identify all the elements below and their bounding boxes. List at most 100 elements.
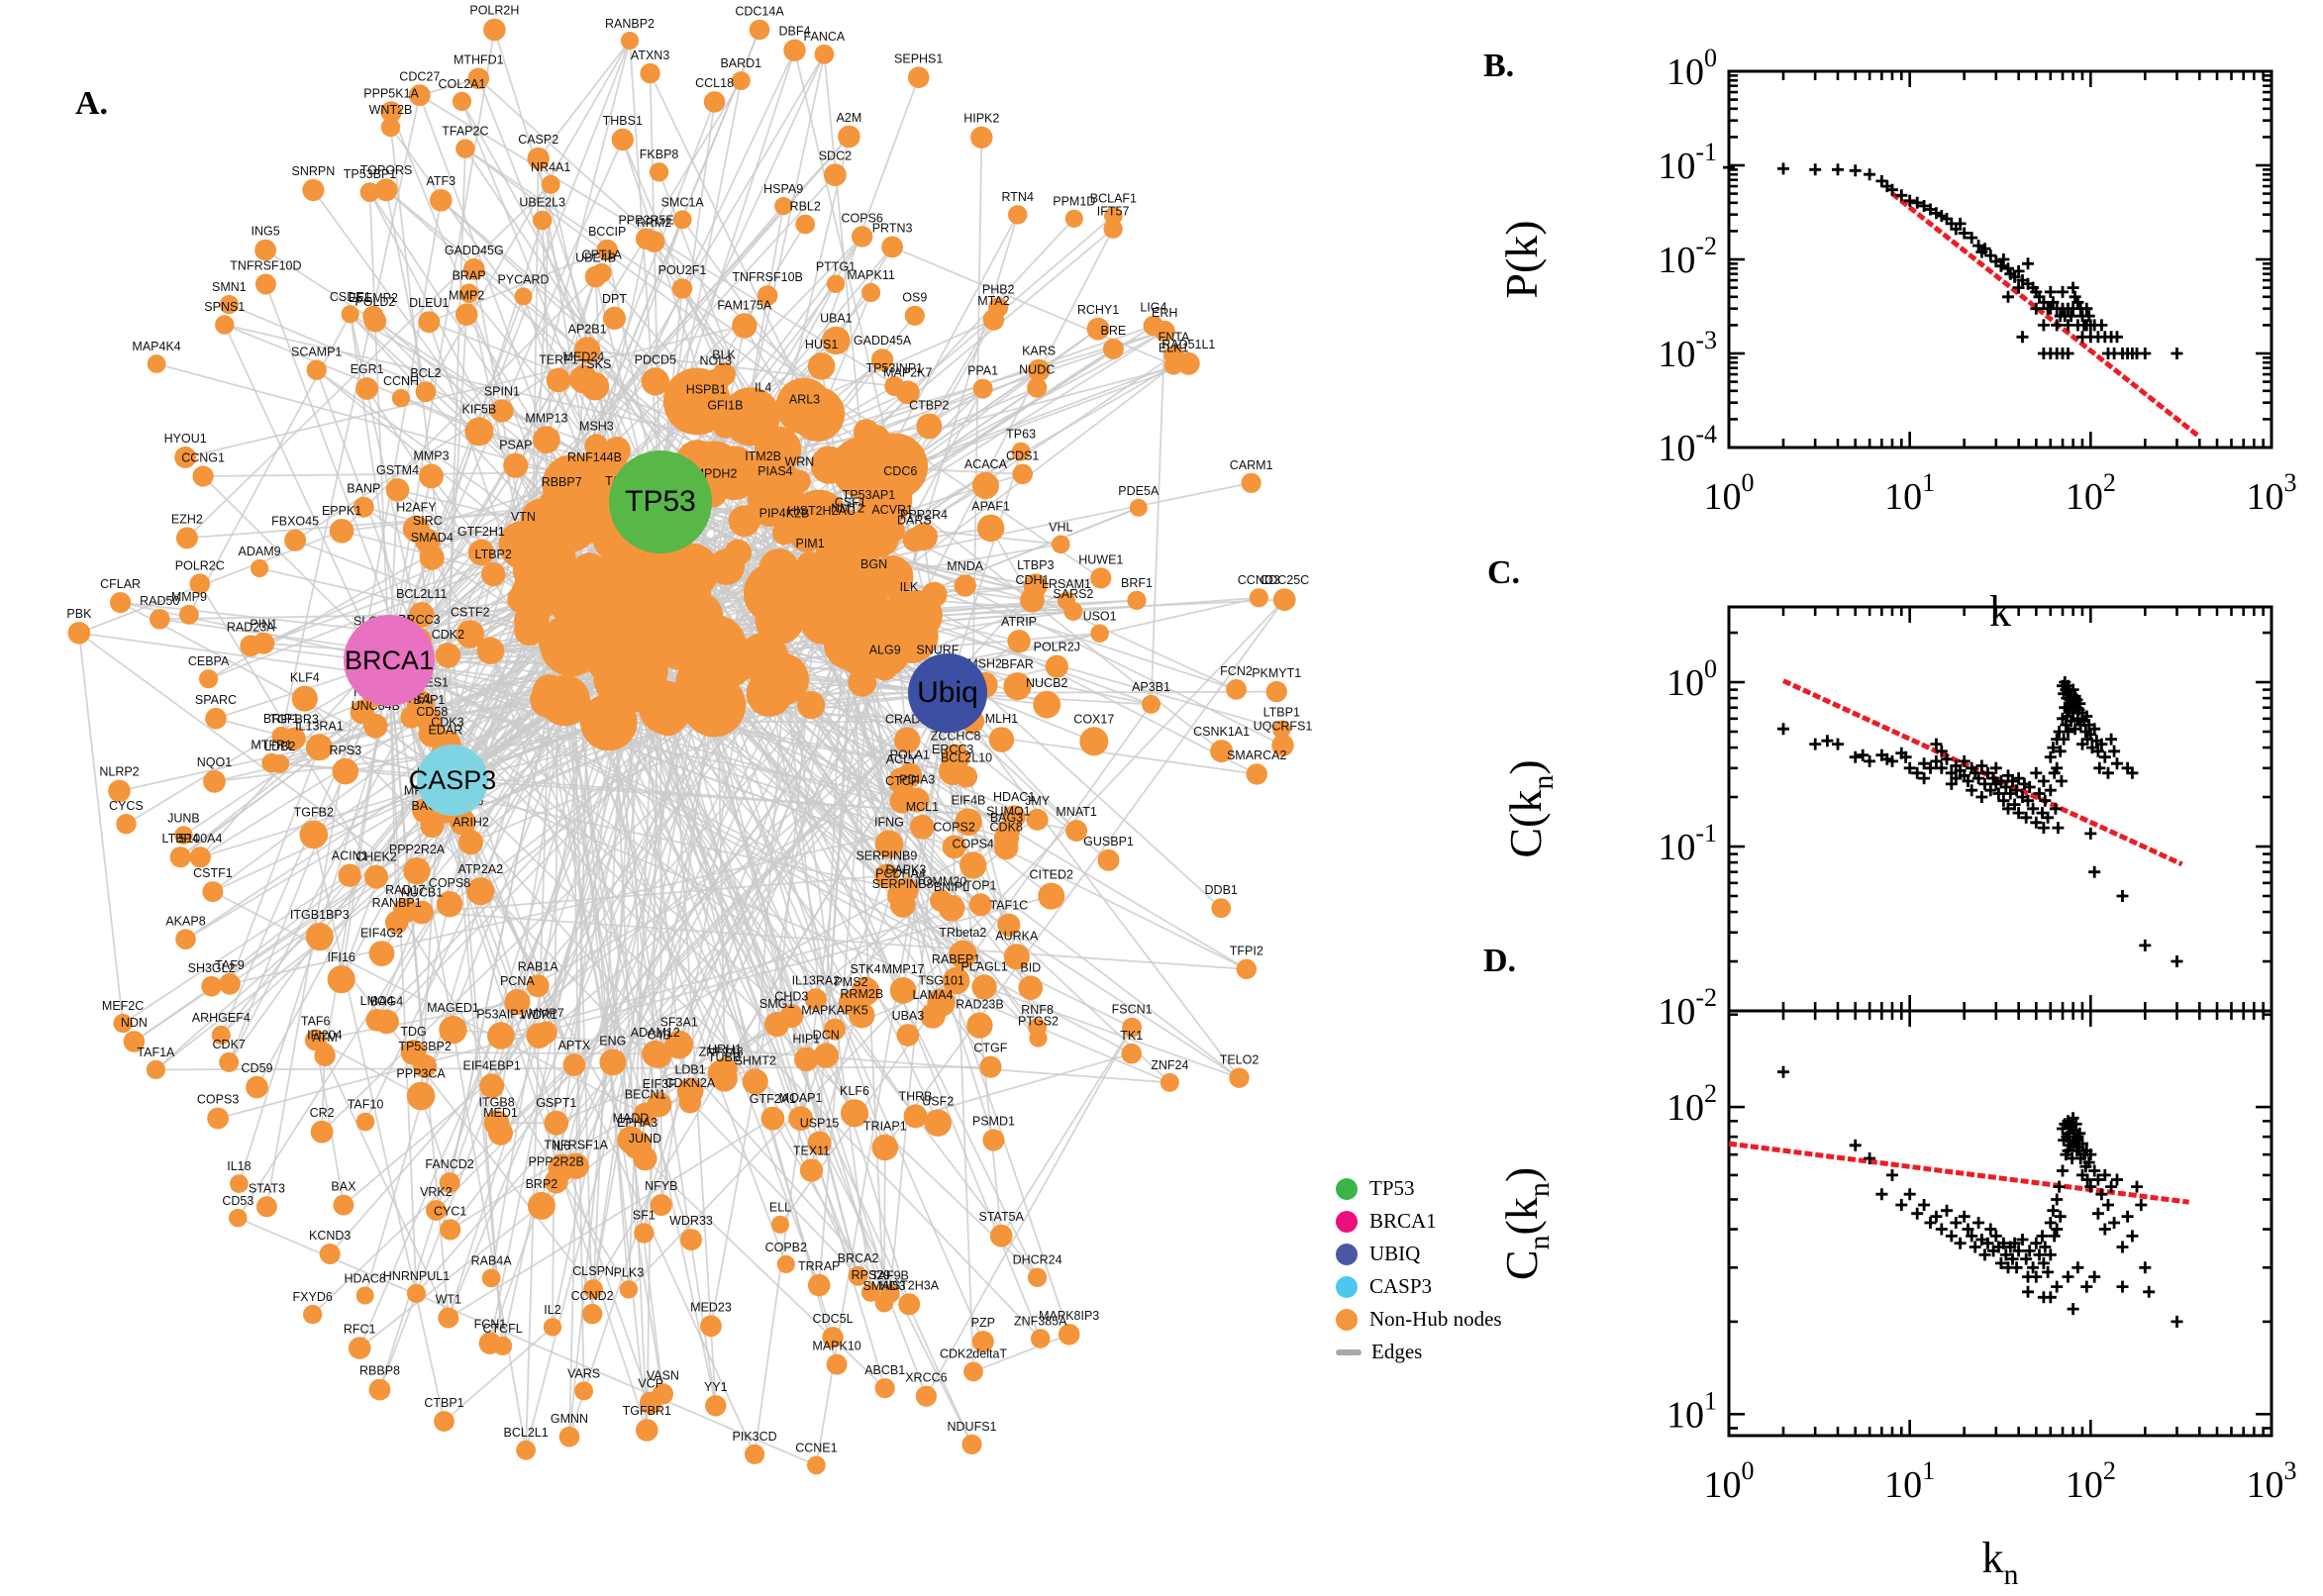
gene-label: PIP4K2B [759,506,810,520]
non-hub-node [589,637,639,686]
gene-label: SPARC [195,693,237,707]
non-hub-node [535,1021,557,1045]
non-hub-node [804,988,828,1011]
non-hub-node [403,857,431,885]
non-hub-node [1249,588,1268,608]
non-hub-node [406,1081,436,1111]
gene-label: PIAS4 [758,464,792,478]
gene-label: FCN1 [474,1317,507,1331]
non-hub-node [1007,630,1031,653]
gene-label: CCND3 [1238,573,1280,587]
non-hub-node [467,67,490,90]
gene-label: IL18 [227,1159,251,1173]
plot-frame [1727,1009,2273,1438]
axis-tick-label: 101 [1666,1386,1717,1436]
non-hub-node [527,1191,556,1220]
gene-label: PKMYT1 [1252,666,1301,680]
gene-label: CHEK2 [355,850,397,864]
axis-tick-label: 101 [1884,468,1935,518]
gene-label: SERPINB8 [872,877,934,891]
gene-label: USF2 [922,1095,954,1109]
gene-label: WNT2B [369,103,413,117]
gene-label: YY1 [704,1380,728,1394]
non-hub-node [1027,377,1048,398]
non-hub-node [860,425,891,454]
gene-label: GADD45G [445,244,504,257]
non-hub-node [870,349,894,371]
non-hub-node [960,851,987,879]
gene-label: FSCN1 [1112,1003,1153,1017]
fit-line [1728,1141,2190,1205]
gene-label: ADAM9 [239,545,281,558]
non-hub-node [971,471,1000,500]
gene-label: RBBP7 [542,475,582,489]
gene-label: TAF10 [348,1098,384,1112]
gene-label: RPS29 [852,1268,891,1282]
gene-label: GFI1B [707,399,743,413]
gene-label: KLF4 [290,671,320,685]
gene-label: PSMD1 [972,1114,1015,1128]
hub-node-tp53 [609,450,712,553]
ubiq-node-swatch [1336,1243,1358,1265]
non-hub-node [949,940,977,969]
gene-label: MMP13 [525,411,567,425]
gene-label: DARS [897,514,932,528]
gene-label: ITGB1BP3 [290,908,350,922]
gene-label: TP53INP1 [865,361,923,375]
gene-label: MADD [613,1111,650,1125]
non-hub-node [757,652,809,706]
gene-label: POU2F1 [658,263,707,277]
gene-label: TAF1C [989,899,1028,913]
gene-label: PPA1 [967,364,998,378]
non-hub-node [963,1361,983,1382]
non-hub-node [192,465,214,487]
gene-label: CD58 [416,705,448,719]
non-hub-node [1236,958,1258,979]
non-hub-node [179,604,199,625]
non-hub-node [796,551,824,579]
gene-label: ZCCHC8 [931,730,981,744]
non-hub-node [1272,588,1296,611]
y-axis-title: P(k) [1496,220,1547,298]
gene-label: ENG [599,1035,626,1048]
gene-label: MMP3 [413,449,449,462]
non-hub-node [199,669,219,689]
non-hub-node [838,989,864,1016]
gene-label: PPP2R5E [618,214,673,228]
casp3-node-swatch [1336,1275,1358,1298]
non-hub-node [1102,338,1124,359]
gene-label: PHB2 [982,282,1015,296]
gene-label: MEF2C [102,999,144,1013]
non-hub-node [686,633,737,683]
non-hub-node [146,1059,165,1079]
non-hub-node [650,1194,672,1217]
gene-label: TAF6 [301,1015,331,1029]
non-hub-node [874,1378,895,1399]
non-hub-node [487,1022,515,1049]
non-hub-node [527,147,550,170]
non-hub-node [454,303,478,327]
non-hub-nodes-node-swatch [1336,1308,1358,1331]
axis-tick-label: 100 [1666,654,1717,704]
non-hub-node [840,1099,869,1128]
non-hub-node [1057,591,1076,611]
non-hub-node [807,352,836,380]
non-hub-node [792,407,817,433]
gene-label: ELL [769,1201,791,1215]
gene-label: SPNS1 [204,300,245,314]
non-hub-node [533,426,560,454]
non-hub-node [174,826,193,845]
non-hub-node [408,602,435,628]
non-hub-node [333,1194,354,1216]
non-hub-node [363,713,388,739]
gene-label: TAF9 [215,958,245,972]
non-hub-node [884,376,905,396]
gene-label: PDE5A [1118,484,1160,498]
non-hub-node [745,1444,765,1464]
y-axis-title: C(kn) [1500,759,1560,857]
gene-label: HNRNPUL1 [383,1269,450,1283]
gene-label: COPS2 [933,821,974,835]
non-hub-node [1007,205,1028,225]
